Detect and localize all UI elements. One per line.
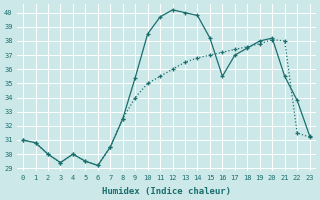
X-axis label: Humidex (Indice chaleur): Humidex (Indice chaleur) <box>102 187 231 196</box>
